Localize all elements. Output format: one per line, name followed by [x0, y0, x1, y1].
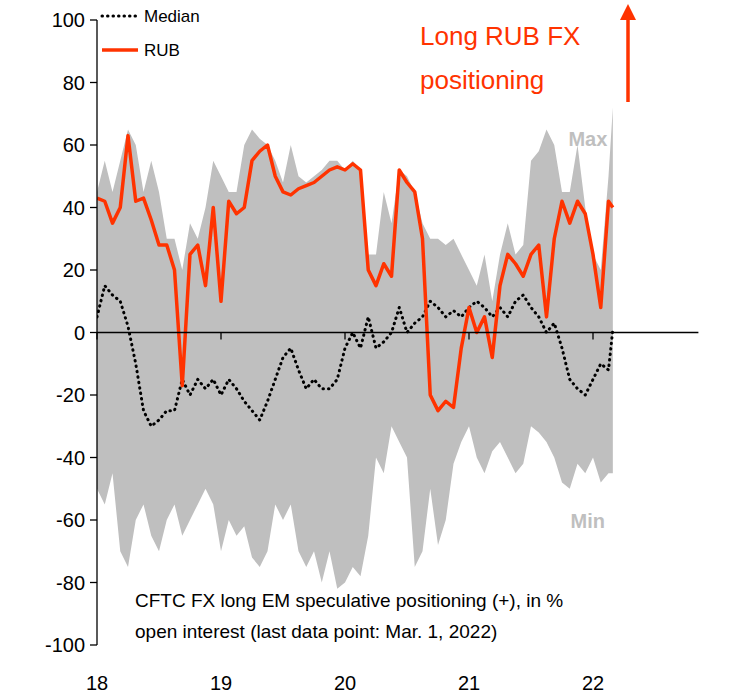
annotation: Long RUB FX — [420, 21, 580, 51]
x-tick — [96, 333, 97, 340]
y-tick — [90, 644, 97, 645]
x-tick — [344, 333, 345, 340]
x-tick-label: 21 — [458, 672, 480, 694]
y-tick-label: 40 — [63, 197, 85, 219]
y-tick-label: 80 — [63, 72, 85, 94]
annotation-arrow-head — [620, 4, 636, 20]
y-tick — [90, 582, 97, 583]
y-tick — [90, 394, 97, 395]
x-tick-label: 19 — [210, 672, 232, 694]
y-tick-label: 0 — [74, 322, 85, 344]
y-tick — [90, 332, 97, 333]
area-label: Max — [568, 128, 607, 150]
y-tick-label: -100 — [45, 634, 85, 656]
y-tick — [90, 144, 97, 145]
y-tick-label: 20 — [63, 259, 85, 281]
y-tick — [90, 82, 97, 83]
y-tick — [90, 269, 97, 270]
y-tick — [90, 457, 97, 458]
x-tick-label: 20 — [334, 672, 356, 694]
x-tick — [468, 333, 469, 340]
x-tick — [592, 333, 593, 340]
x-axis — [97, 332, 698, 333]
y-tick-label: -40 — [56, 447, 85, 469]
annotation-arrow — [626, 18, 630, 102]
y-tick — [90, 19, 97, 20]
y-tick-label: 100 — [52, 9, 85, 31]
plot-area — [97, 108, 613, 589]
area-label: Min — [571, 510, 605, 532]
note: CFTC FX long EM speculative positioning … — [135, 590, 563, 611]
area-min — [97, 333, 613, 589]
y-axis — [96, 20, 97, 645]
legend-swatch — [102, 48, 138, 52]
area-max — [97, 108, 613, 333]
legend-label: RUB — [144, 41, 180, 60]
x-tick — [220, 333, 221, 340]
x-tick-label: 18 — [86, 672, 108, 694]
y-tick-label: -60 — [56, 509, 85, 531]
note: open interest (last data point: Mar. 1, … — [135, 621, 497, 642]
legend-swatch — [102, 15, 138, 18]
chart: -100 -80 -60 -40 -20 0 20 40 60 80 100 18 19 20 21 22 Ma… — [0, 0, 744, 699]
annotation: positioning — [420, 65, 544, 95]
legend-label: Median — [144, 7, 200, 26]
legend: Median RUB — [102, 7, 200, 60]
line-median — [97, 286, 613, 427]
y-tick-label: -20 — [56, 384, 85, 406]
y-tick-label: 60 — [63, 134, 85, 156]
line-rub — [97, 136, 613, 411]
x-tick-label: 22 — [582, 672, 604, 694]
y-tick — [90, 519, 97, 520]
y-tick — [90, 207, 97, 208]
y-tick-label: -80 — [56, 572, 85, 594]
